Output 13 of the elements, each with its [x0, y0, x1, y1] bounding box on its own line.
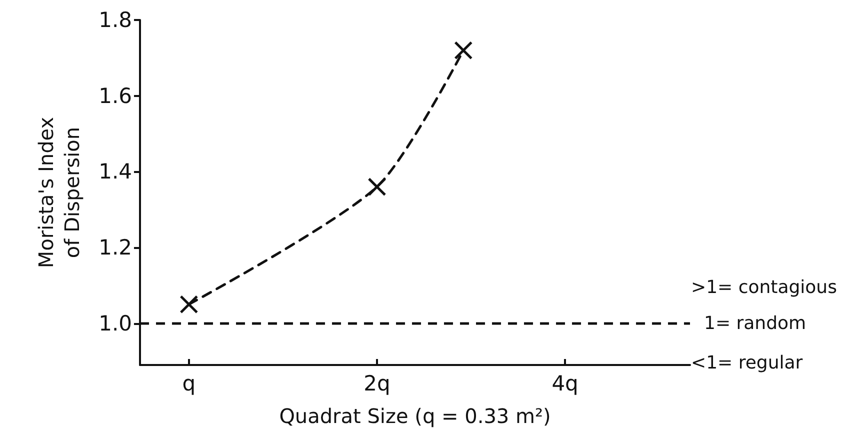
x-tick-label: 4q [552, 372, 578, 396]
y-tick-label: 1.0 [98, 311, 132, 336]
x-tick-label: q [182, 372, 196, 396]
y-tick-label: 1.4 [98, 160, 132, 184]
x-tick-label: 2q [364, 372, 390, 396]
x-axis-title: Quadrat Size (q = 0.33 m²) [279, 404, 551, 428]
text: >1= contagious [691, 276, 837, 298]
y-tick-label: 1.2 [98, 235, 132, 260]
text: <1= regular [691, 352, 804, 374]
ref-line-label: 1= random [704, 312, 806, 334]
y-tick-label: 1.6 [98, 84, 132, 108]
y-axis-title: Morista's Index of Dispersion [34, 116, 84, 268]
y-tick-label: 1.8 [98, 8, 132, 32]
